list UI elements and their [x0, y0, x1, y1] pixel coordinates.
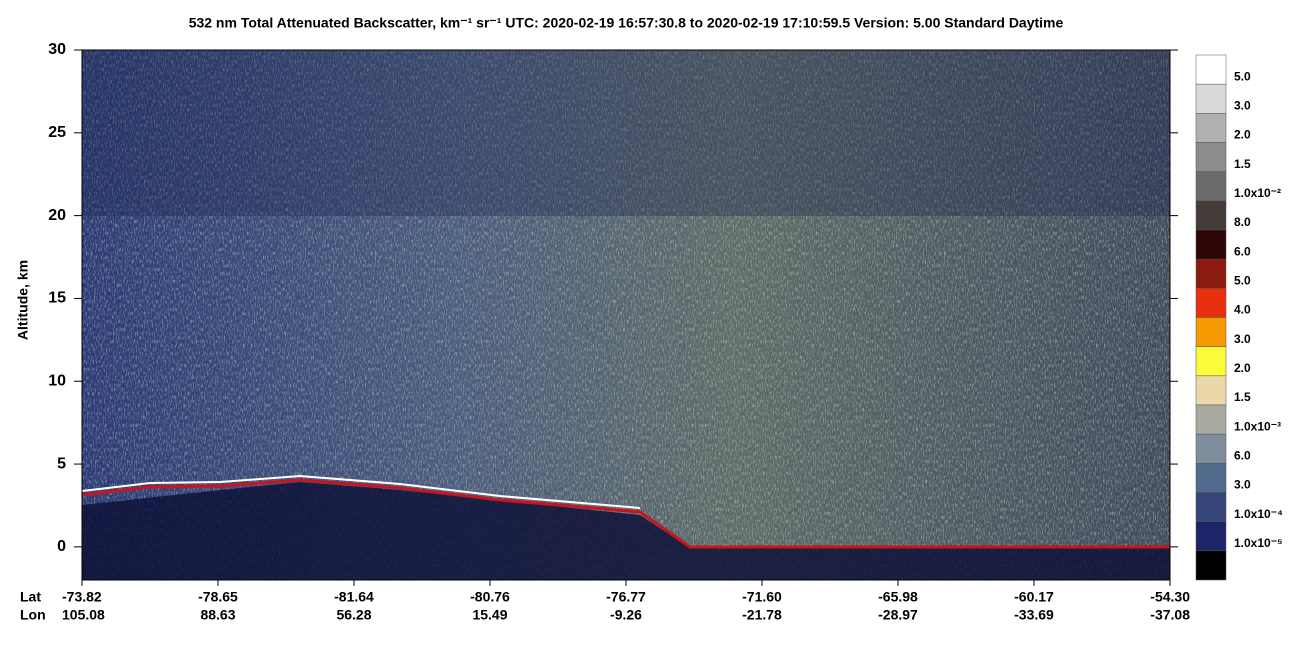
chart-title: 532 nm Total Attenuated Backscatter, km⁻… — [189, 15, 1064, 31]
lat-label: -71.60 — [742, 589, 782, 605]
y-tick-label: 15 — [48, 290, 66, 307]
colorbar-label: 2.0 — [1234, 128, 1251, 142]
colorbar-label: 4.0 — [1234, 303, 1251, 317]
colorbar-label: 3.0 — [1234, 99, 1251, 113]
lat-label: -60.17 — [1014, 589, 1054, 605]
colorbar-label: 1.0x10⁻⁵ — [1234, 536, 1283, 550]
colorbar-box — [1195, 258, 1227, 289]
lat-label: -80.76 — [470, 589, 510, 605]
colorbar-box — [1195, 54, 1227, 85]
colorbar-label: 5.0 — [1234, 274, 1251, 288]
colorbar-label: 8.0 — [1234, 215, 1251, 229]
lat-label: -78.65 — [198, 589, 238, 605]
lat-label: -73.82 — [62, 589, 102, 605]
colorbar-box — [1195, 346, 1227, 377]
colorbar-box — [1195, 550, 1227, 581]
colorbar-box — [1195, 463, 1227, 493]
lon-label: 88.63 — [200, 607, 235, 623]
colorbar-box — [1195, 521, 1227, 552]
colorbar-label: 5.0 — [1234, 69, 1251, 83]
y-tick-label: 10 — [48, 372, 66, 389]
colorbar-box — [1195, 83, 1227, 114]
colorbar-box — [1195, 492, 1227, 522]
plot-background — [81, 50, 1170, 580]
colorbar-box — [1195, 113, 1227, 143]
colorbar-box — [1195, 142, 1227, 172]
y-tick-label: 20 — [48, 207, 66, 224]
lon-label: 56.28 — [336, 607, 371, 623]
lat-label: -76.77 — [606, 589, 646, 605]
lat-label: -65.98 — [878, 589, 918, 605]
lat-label: -81.64 — [334, 589, 374, 605]
colorbar-label: 2.0 — [1234, 361, 1251, 375]
lat-label: -54.30 — [1150, 589, 1190, 605]
x-row-label: Lon — [20, 607, 46, 623]
colorbar-box — [1195, 317, 1227, 347]
colorbar-label: 1.5 — [1234, 157, 1251, 171]
colorbar-box — [1195, 375, 1227, 406]
lon-label: 15.49 — [472, 607, 507, 623]
lon-label: -37.08 — [1150, 607, 1190, 623]
x-row-label: Lat — [20, 589, 41, 605]
y-tick-label: 30 — [48, 41, 66, 58]
lon-label: -28.97 — [878, 607, 918, 623]
lon-label: -33.69 — [1014, 607, 1054, 623]
colorbar-label: 6.0 — [1234, 244, 1251, 258]
colorbar-box — [1195, 288, 1227, 318]
y-tick-label: 0 — [57, 538, 66, 555]
colorbar-label: 3.0 — [1234, 478, 1251, 492]
lon-label: -9.26 — [610, 607, 642, 623]
colorbar-label: 1.0x10⁻³ — [1234, 419, 1281, 433]
colorbar-label: 3.0 — [1234, 332, 1251, 346]
colorbar-label: 1.5 — [1234, 390, 1251, 404]
colorbar-box — [1195, 433, 1227, 464]
y-tick-label: 5 — [57, 455, 66, 472]
y-tick-label: 25 — [48, 124, 66, 141]
colorbar-label: 6.0 — [1234, 449, 1251, 463]
colorbar-box — [1195, 229, 1227, 260]
lon-label: -21.78 — [742, 607, 782, 623]
y-axis-label: Altitude, km — [15, 260, 31, 340]
colorbar-box — [1195, 200, 1227, 231]
colorbar-box — [1195, 404, 1227, 435]
colorbar-label: 1.0x10⁻⁴ — [1234, 507, 1283, 521]
lon-label: 105.08 — [62, 607, 105, 623]
colorbar-box — [1195, 171, 1227, 202]
colorbar-label: 1.0x10⁻² — [1234, 186, 1281, 200]
